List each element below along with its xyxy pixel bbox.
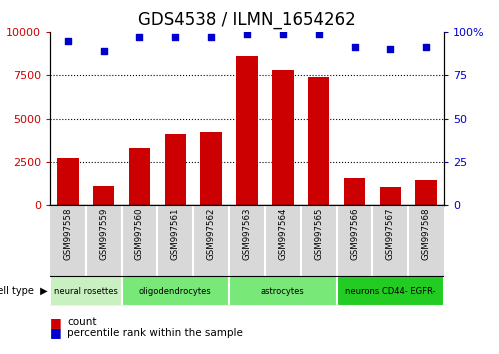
Bar	[380, 187, 401, 205]
Text: GSM997562: GSM997562	[207, 207, 216, 260]
Point	[315, 31, 323, 36]
Point	[100, 48, 108, 54]
Text: cell type  ▶: cell type ▶	[0, 286, 47, 296]
Text: GSM997567: GSM997567	[386, 207, 395, 260]
Bar	[308, 77, 329, 205]
Text: astrocytes: astrocytes	[261, 287, 305, 296]
Text: GSM997568: GSM997568	[422, 207, 431, 260]
Text: GSM997566: GSM997566	[350, 207, 359, 260]
Text: neural rosettes: neural rosettes	[54, 287, 118, 296]
Bar	[337, 276, 444, 306]
Text: count: count	[67, 317, 97, 327]
Title: GDS4538 / ILMN_1654262: GDS4538 / ILMN_1654262	[138, 11, 356, 29]
Point	[386, 46, 394, 52]
Bar	[344, 178, 365, 205]
Point	[207, 34, 215, 40]
Point	[279, 31, 287, 36]
Bar	[272, 70, 293, 205]
Bar	[165, 134, 186, 205]
Text: GSM997564: GSM997564	[278, 207, 287, 260]
Text: GSM997559: GSM997559	[99, 207, 108, 260]
Bar	[93, 186, 114, 205]
Point	[243, 31, 251, 36]
Bar	[416, 180, 437, 205]
Bar	[236, 56, 258, 205]
Point	[171, 34, 179, 40]
Bar	[129, 148, 150, 205]
Bar	[57, 159, 78, 205]
Text: oligodendrocytes: oligodendrocytes	[139, 287, 212, 296]
Bar	[50, 276, 122, 306]
Point	[64, 38, 72, 44]
Bar	[229, 276, 337, 306]
Point	[422, 45, 430, 50]
Text: GSM997563: GSM997563	[243, 207, 251, 260]
Text: ■: ■	[50, 316, 62, 329]
Text: percentile rank within the sample: percentile rank within the sample	[67, 328, 243, 338]
Text: GSM997561: GSM997561	[171, 207, 180, 260]
Text: neurons CD44- EGFR-: neurons CD44- EGFR-	[345, 287, 436, 296]
Text: ■: ■	[50, 326, 62, 339]
Bar	[122, 276, 229, 306]
Text: GSM997565: GSM997565	[314, 207, 323, 260]
Point	[136, 34, 144, 40]
Point	[350, 45, 358, 50]
Text: GSM997558: GSM997558	[63, 207, 72, 260]
Bar	[201, 132, 222, 205]
Text: GSM997560: GSM997560	[135, 207, 144, 260]
